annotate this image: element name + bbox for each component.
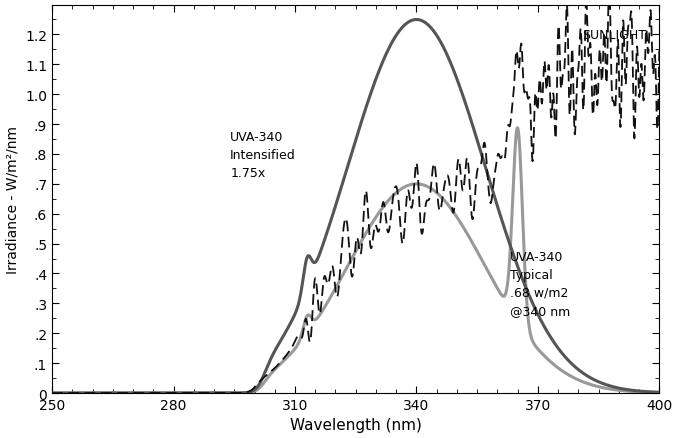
- Text: UVA-340
Intensified
1.75x: UVA-340 Intensified 1.75x: [231, 131, 296, 180]
- X-axis label: Wavelength (nm): Wavelength (nm): [290, 417, 422, 432]
- Text: UVA-340
Typical
.68 w/m2
@340 nm: UVA-340 Typical .68 w/m2 @340 nm: [510, 250, 570, 317]
- Y-axis label: Irradiance - W/m²/nm: Irradiance - W/m²/nm: [5, 126, 20, 273]
- Text: SUNLIGHT: SUNLIGHT: [582, 29, 646, 42]
